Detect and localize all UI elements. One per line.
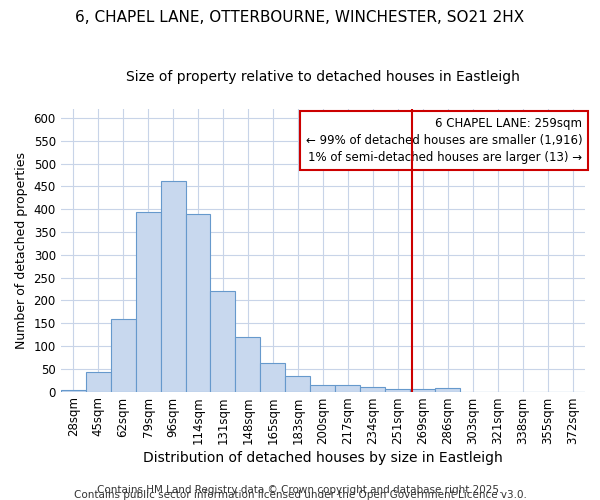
Bar — [385, 389, 410, 392]
X-axis label: Distribution of detached houses by size in Eastleigh: Distribution of detached houses by size … — [143, 451, 503, 465]
Bar — [211, 291, 235, 392]
Text: 6 CHAPEL LANE: 259sqm
← 99% of detached houses are smaller (1,916)
1% of semi-de: 6 CHAPEL LANE: 259sqm ← 99% of detached … — [306, 118, 583, 164]
Bar — [286, 376, 310, 392]
Y-axis label: Number of detached properties: Number of detached properties — [15, 152, 28, 348]
Bar — [136, 212, 161, 392]
Bar — [110, 318, 136, 392]
Bar — [61, 390, 86, 392]
Bar — [86, 372, 110, 392]
Bar — [435, 388, 460, 392]
Title: Size of property relative to detached houses in Eastleigh: Size of property relative to detached ho… — [126, 70, 520, 84]
Bar — [185, 214, 211, 392]
Bar — [260, 363, 286, 392]
Bar — [335, 384, 360, 392]
Bar — [410, 390, 435, 392]
Text: 6, CHAPEL LANE, OTTERBOURNE, WINCHESTER, SO21 2HX: 6, CHAPEL LANE, OTTERBOURNE, WINCHESTER,… — [76, 10, 524, 25]
Bar — [235, 337, 260, 392]
Bar — [310, 385, 335, 392]
Bar — [161, 181, 185, 392]
Text: Contains public sector information licensed under the Open Government Licence v3: Contains public sector information licen… — [74, 490, 526, 500]
Bar — [360, 387, 385, 392]
Text: Contains HM Land Registry data © Crown copyright and database right 2025.: Contains HM Land Registry data © Crown c… — [97, 485, 503, 495]
